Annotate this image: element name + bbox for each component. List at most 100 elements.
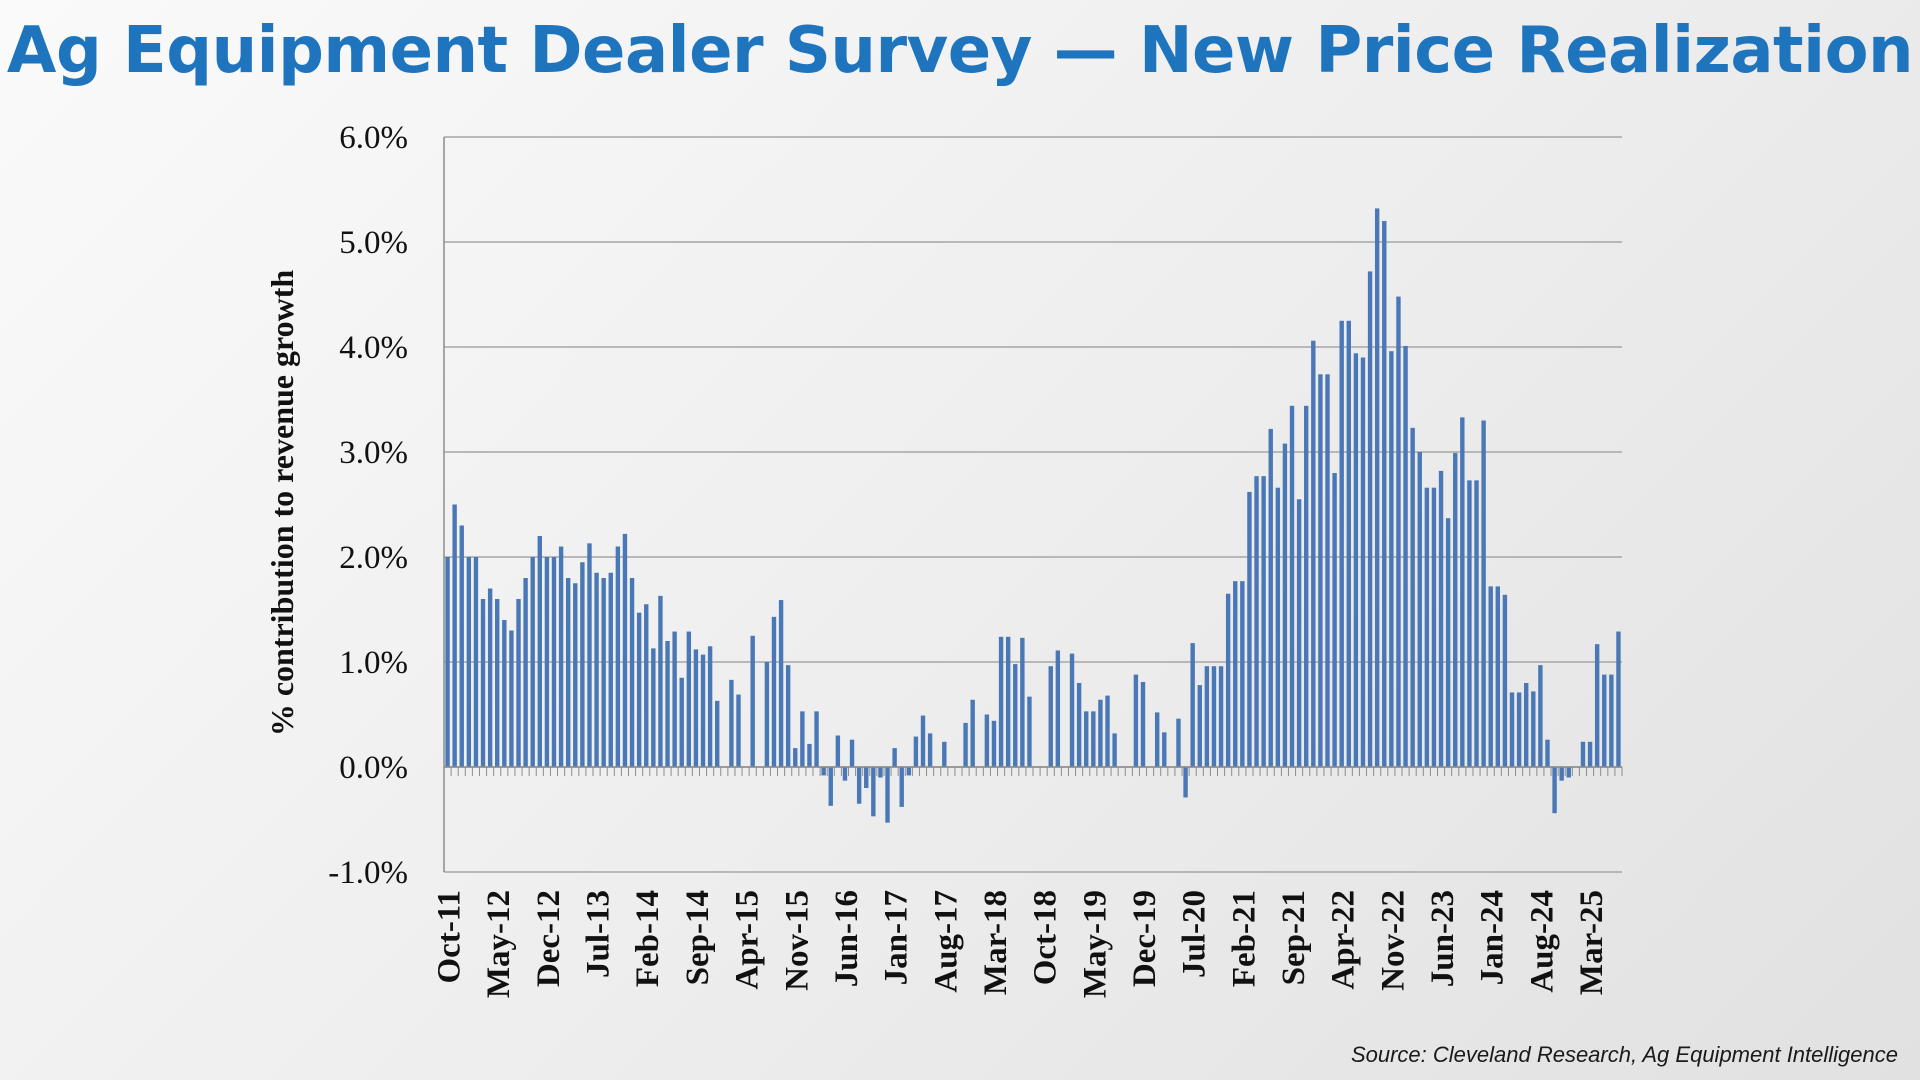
bar <box>771 616 777 767</box>
bar <box>1516 692 1522 767</box>
bar <box>1580 741 1586 767</box>
bar <box>665 641 670 767</box>
bar <box>1282 443 1288 767</box>
bar <box>715 700 720 767</box>
x-tick-label: May-12 <box>481 890 517 998</box>
bar <box>1389 351 1394 767</box>
bar <box>509 630 514 767</box>
bar <box>580 562 585 767</box>
axes <box>443 137 1623 872</box>
bar <box>828 767 833 806</box>
bar <box>849 739 855 767</box>
bar <box>1360 357 1366 767</box>
bar <box>814 711 819 767</box>
x-tick-label: Dec-12 <box>531 890 567 987</box>
bar <box>1396 296 1401 767</box>
bar <box>1240 581 1245 767</box>
bar <box>970 699 975 767</box>
bar <box>700 654 706 767</box>
source-note: Source: Cleveland Research, Ag Equipment… <box>1350 1042 1898 1067</box>
bar <box>764 662 770 767</box>
bar <box>1474 480 1479 767</box>
bar <box>1374 208 1380 767</box>
bar <box>1162 732 1167 767</box>
bar <box>1247 491 1252 767</box>
bar <box>1559 767 1564 781</box>
bar <box>1339 320 1344 767</box>
x-tick-label: Jun-16 <box>829 890 865 987</box>
bar <box>686 631 692 767</box>
bar <box>523 578 528 767</box>
y-axis-title: % contribution to revenue growth <box>264 270 300 737</box>
bar-series <box>445 208 1621 823</box>
bar <box>565 578 571 767</box>
bar <box>1069 653 1075 767</box>
bar <box>1382 221 1387 767</box>
bar <box>942 741 947 767</box>
bar <box>537 536 542 767</box>
x-tick-label: Apr-22 <box>1326 890 1362 990</box>
bar <box>800 711 805 767</box>
bar <box>495 599 500 767</box>
bar <box>1289 405 1295 767</box>
y-tick-label: 5.0% <box>339 225 408 261</box>
x-tick-label: Jun-23 <box>1425 890 1461 987</box>
bar <box>558 546 564 767</box>
x-tick-label: Nov-15 <box>779 890 815 991</box>
bar <box>601 578 606 767</box>
chart-title: Ag Equipment Dealer Survey — New Price R… <box>6 14 1914 88</box>
bar <box>587 543 592 767</box>
bar <box>1005 636 1011 767</box>
y-tick-label: 4.0% <box>339 330 408 366</box>
bar <box>502 620 507 767</box>
bar <box>636 612 642 767</box>
bar <box>785 665 791 767</box>
bar <box>658 595 663 767</box>
y-tick-label: -1.0% <box>328 855 408 891</box>
bar <box>516 599 521 767</box>
bar <box>1304 405 1309 767</box>
bar <box>466 557 472 767</box>
x-tick-label: Feb-21 <box>1226 890 1262 987</box>
bar <box>1133 674 1139 767</box>
bar <box>530 557 535 767</box>
bar <box>807 743 812 767</box>
bar <box>551 557 557 767</box>
x-axis-tick-labels: Oct-11 May-12 Dec-12 Jul-13 Feb-14 Sep-14 Apr-… <box>432 890 1611 998</box>
bar <box>1509 692 1515 767</box>
x-tick-label: Jul-20 <box>1177 890 1213 978</box>
bar <box>679 677 684 767</box>
x-tick-label: Dec-19 <box>1127 890 1163 987</box>
bar <box>1410 427 1415 767</box>
y-axis-tick-labels: -1.0% 0.0% 1.0% 2.0% 3.0% 4.0% 5.0% 6.0% <box>328 120 408 891</box>
bar <box>1268 428 1273 767</box>
bar <box>1098 699 1103 767</box>
x-tick-label: Mar-18 <box>978 890 1014 995</box>
bar <box>1488 586 1493 767</box>
bar <box>1552 767 1557 814</box>
bar <box>1296 499 1302 767</box>
bar <box>793 748 798 767</box>
bar <box>1183 767 1188 798</box>
bar <box>1460 417 1465 767</box>
y-tick-label: 6.0% <box>339 120 408 156</box>
bar <box>480 599 486 767</box>
bar <box>878 767 883 778</box>
y-tick-label: 2.0% <box>339 540 408 576</box>
bar <box>856 767 862 804</box>
bar <box>1027 696 1032 767</box>
bar <box>842 767 848 781</box>
bar <box>1275 487 1281 767</box>
bar <box>1154 712 1160 767</box>
bar <box>651 648 656 767</box>
bar <box>1020 637 1025 767</box>
bar <box>1545 739 1550 767</box>
x-tick-label: Nov-22 <box>1375 890 1411 991</box>
bar <box>1091 711 1096 767</box>
x-tick-label: Sep-14 <box>680 890 716 985</box>
bar <box>452 504 457 767</box>
bar <box>927 733 933 767</box>
bar <box>1055 650 1061 767</box>
bar <box>1318 374 1323 767</box>
